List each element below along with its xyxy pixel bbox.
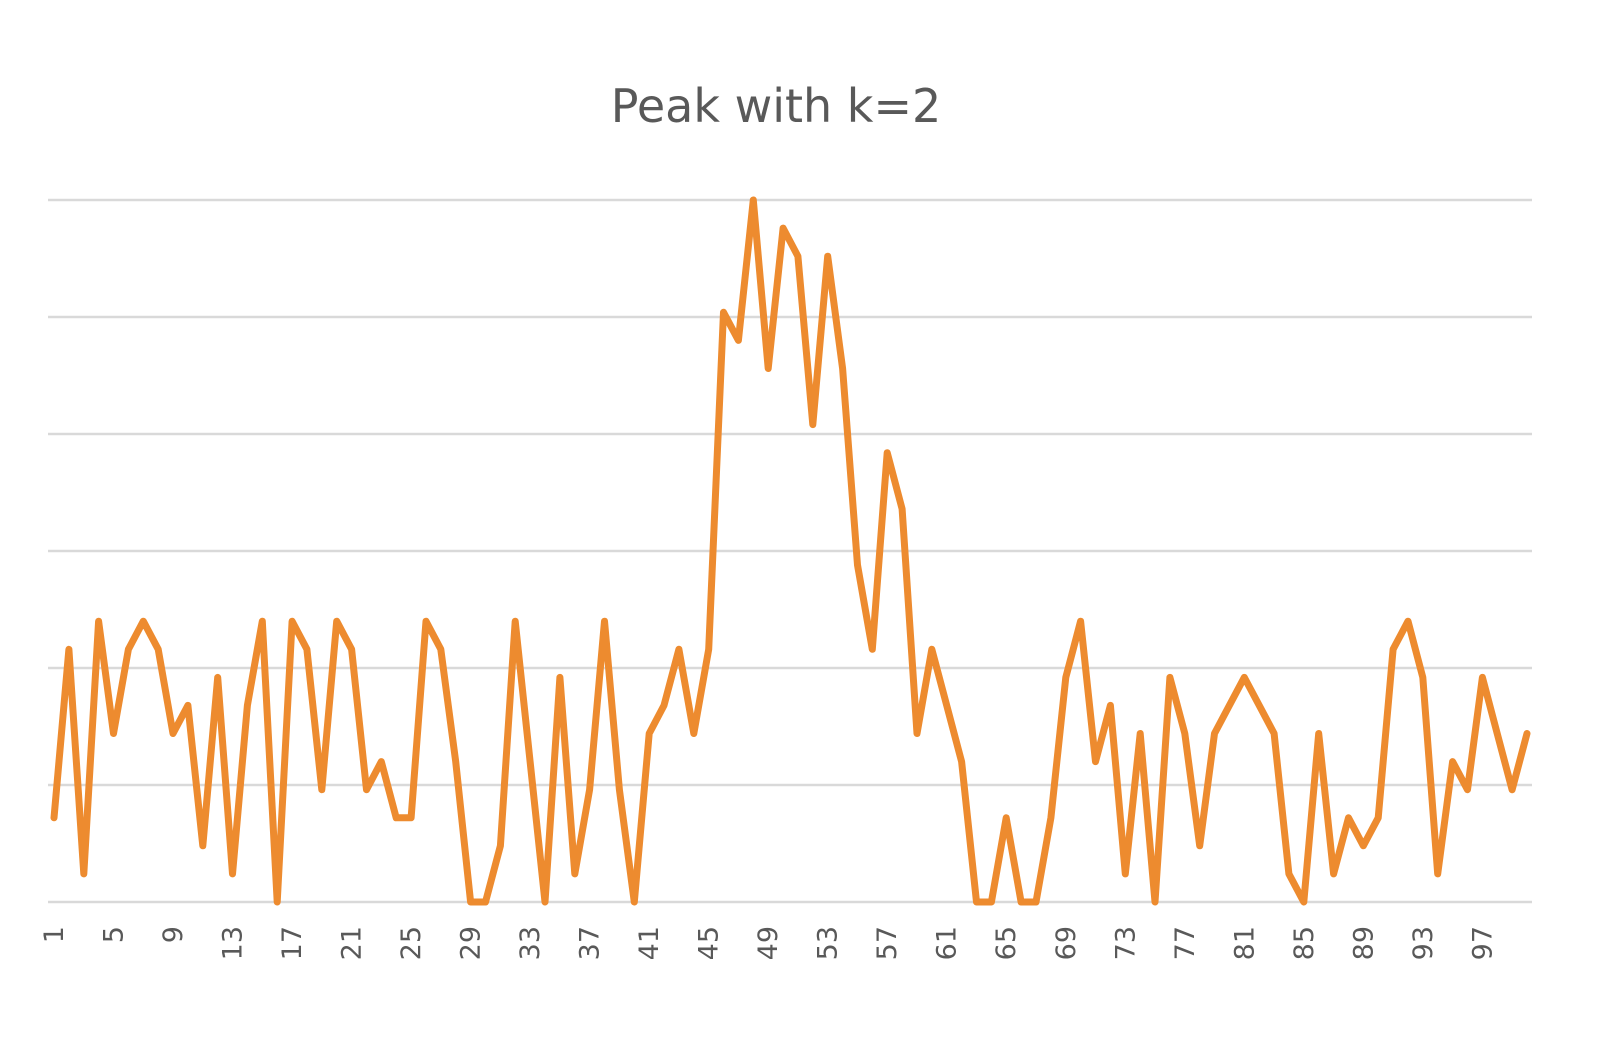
x-tick-label: 29 [456,926,487,960]
series-line [50,196,1531,906]
x-tick-label: 69 [1051,926,1082,960]
x-tick-label: 17 [277,926,308,960]
x-tick-label: 33 [515,926,546,960]
series-layer [50,196,1531,906]
x-tick-label: 57 [872,926,903,960]
x-tick-label: 41 [634,926,665,960]
x-tick-label: 13 [218,926,249,960]
x-tick-label: 1 [39,926,70,943]
x-tick-label: 25 [396,926,427,960]
chart-title: Peak with k=2 [611,79,942,133]
x-tick-label: 21 [337,926,368,960]
x-axis-tick-labels: 1 5 9 13 17 21 25 29 33 37 41 45 49 53 57 61 65 69 73 77 81 8… [39,926,1498,960]
gridlines [48,198,1532,904]
x-tick-label: 97 [1467,926,1498,960]
x-tick-label: 45 [694,926,725,960]
x-tick-label: 5 [99,926,130,943]
x-tick-label: 61 [932,926,963,960]
x-tick-label: 77 [1170,926,1201,960]
x-tick-label: 49 [753,926,784,960]
x-tick-label: 93 [1408,926,1439,960]
x-tick-label: 85 [1289,926,1320,960]
x-tick-label: 9 [158,926,189,943]
x-tick-label: 73 [1110,926,1141,960]
x-tick-label: 89 [1348,926,1379,960]
x-tick-label: 37 [575,926,606,960]
x-tick-label: 65 [991,926,1022,960]
x-tick-label: 81 [1229,926,1260,960]
x-tick-label: 53 [813,926,844,960]
